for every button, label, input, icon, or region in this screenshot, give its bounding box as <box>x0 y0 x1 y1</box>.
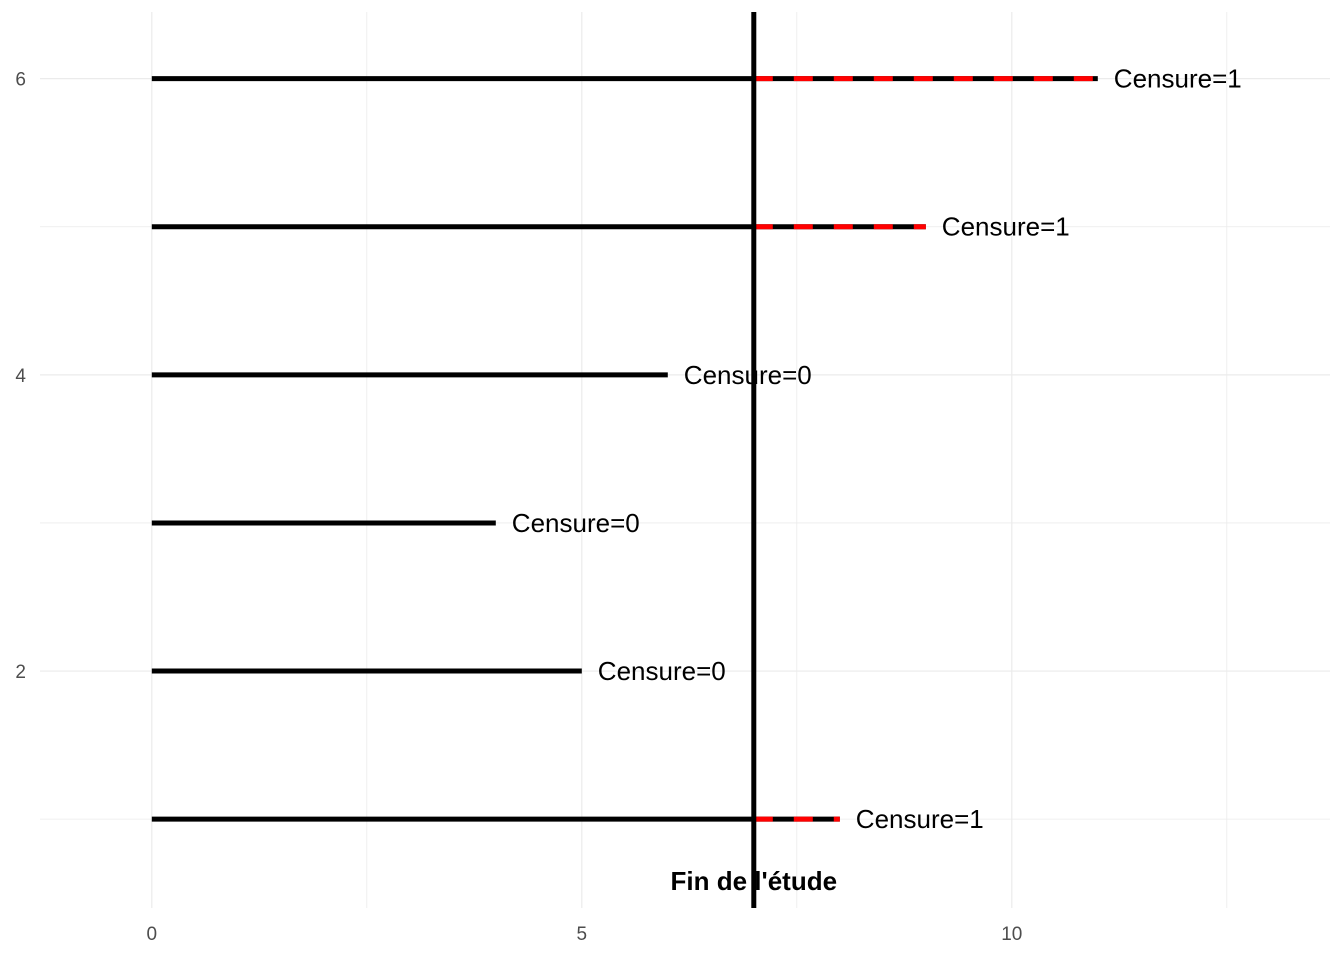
x-tick-label: 5 <box>577 924 588 945</box>
y-tick-label: 4 <box>15 366 26 387</box>
subject-6-censure-label: Censure=1 <box>1114 64 1242 94</box>
subject-segments <box>151 76 1098 822</box>
subject-4-censure-label: Censure=0 <box>684 360 812 390</box>
censure-labels: Censure=1 Censure=0 Censure=0 Censure=0 Cens… <box>512 64 1242 834</box>
grid <box>40 12 1330 908</box>
subject-2-censure-label: Censure=0 <box>598 656 726 686</box>
end-of-study-label: Fin de l'étude <box>671 866 838 896</box>
subject-1-censure-label: Censure=1 <box>856 804 984 834</box>
x-axis-ticks: 0 5 10 <box>147 924 1023 945</box>
y-axis-ticks: 2 4 6 <box>15 70 26 683</box>
subject-3-censure-label: Censure=0 <box>512 508 640 538</box>
y-tick-label: 6 <box>15 70 26 91</box>
x-tick-label: 0 <box>147 924 158 945</box>
subject-5-censure-label: Censure=1 <box>942 212 1070 242</box>
end-of-study-group: Fin de l'étude <box>671 12 838 908</box>
y-tick-label: 2 <box>15 662 26 683</box>
x-tick-label: 10 <box>1001 924 1022 945</box>
